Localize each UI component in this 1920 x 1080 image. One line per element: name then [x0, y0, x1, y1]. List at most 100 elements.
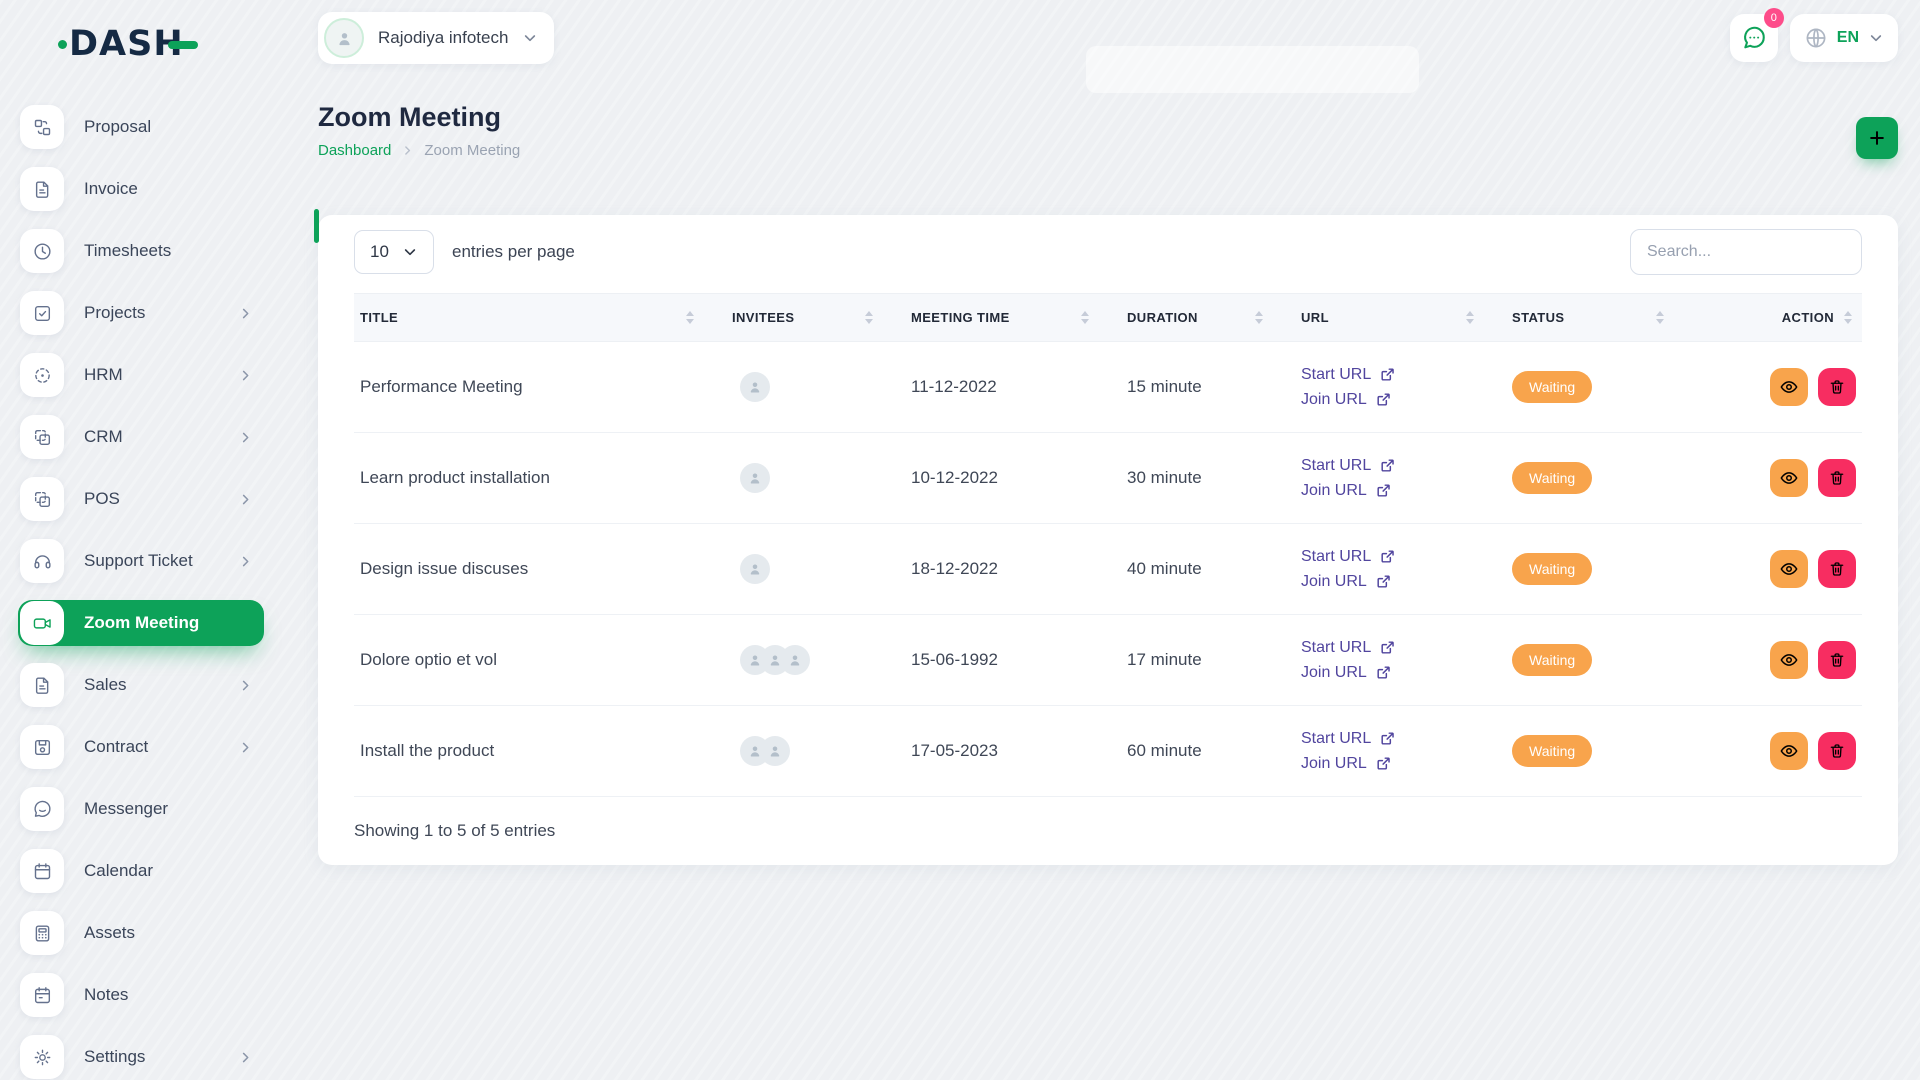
- invitees-cell: [726, 523, 905, 615]
- chevron-down-icon: [402, 244, 418, 260]
- breadcrumb-dashboard-link[interactable]: Dashboard: [318, 142, 392, 159]
- headphones-icon: [20, 539, 64, 583]
- title-cell: Install the product: [354, 705, 726, 797]
- sidebar-item-hrm[interactable]: HRM: [18, 352, 264, 398]
- column-header-label: INVITEES: [732, 310, 795, 325]
- sidebar-item-pos[interactable]: POS: [18, 476, 264, 522]
- delete-button[interactable]: [1818, 368, 1856, 406]
- start-url-link[interactable]: Start URL: [1301, 639, 1500, 657]
- delete-button[interactable]: [1818, 550, 1856, 588]
- sidebar-item-notes[interactable]: Notes: [18, 972, 264, 1018]
- start-url-link[interactable]: Start URL: [1301, 366, 1500, 384]
- duration-cell: 17 minute: [1121, 614, 1295, 706]
- start-url-link[interactable]: Start URL: [1301, 457, 1500, 475]
- sidebar-item-proposal[interactable]: Proposal: [18, 104, 264, 150]
- external-link-icon: [1379, 457, 1396, 474]
- column-header-label: MEETING TIME: [911, 310, 1010, 325]
- join-url-link[interactable]: Join URL: [1301, 573, 1500, 591]
- sidebar-item-support-ticket[interactable]: Support Ticket: [18, 538, 264, 584]
- sidebar-item-messenger[interactable]: Messenger: [18, 786, 264, 832]
- column-header-title[interactable]: TITLE: [354, 293, 726, 342]
- delete-button[interactable]: [1818, 641, 1856, 679]
- sidebar-item-zoom-meeting[interactable]: Zoom Meeting: [18, 600, 264, 646]
- entries-per-page-select[interactable]: 10: [354, 230, 434, 274]
- chevron-right-icon: [238, 554, 253, 569]
- sidebar-item-assets[interactable]: Assets: [18, 910, 264, 956]
- sidebar-item-invoice[interactable]: Invoice: [18, 166, 264, 212]
- add-meeting-button[interactable]: [1856, 117, 1898, 159]
- notes-icon: [20, 973, 64, 1017]
- sidebar-item-settings[interactable]: Settings: [18, 1034, 264, 1080]
- meeting-time-cell: 18-12-2022: [905, 523, 1121, 615]
- video-icon: [20, 601, 64, 645]
- avatar-group: [732, 554, 899, 584]
- chevron-right-icon: [238, 492, 253, 507]
- view-button[interactable]: [1770, 459, 1808, 497]
- sidebar-item-label: Settings: [84, 1047, 146, 1066]
- join-url-link[interactable]: Join URL: [1301, 482, 1500, 500]
- eye-icon: [1779, 741, 1799, 761]
- column-header-url[interactable]: URL: [1295, 293, 1506, 342]
- status-badge: Waiting: [1512, 644, 1593, 676]
- column-header-status[interactable]: STATUS: [1506, 293, 1696, 342]
- url-cell: Start URL Join URL: [1295, 705, 1506, 797]
- delete-button[interactable]: [1818, 732, 1856, 770]
- eye-icon: [1779, 377, 1799, 397]
- invitee-avatar: [740, 463, 770, 493]
- delete-button[interactable]: [1818, 459, 1856, 497]
- invitees-cell: [726, 432, 905, 524]
- title-cell: Learn product installation: [354, 432, 726, 524]
- sidebar-item-sales[interactable]: Sales: [18, 662, 264, 708]
- sidebar-item-calendar[interactable]: Calendar: [18, 848, 264, 894]
- meetings-table: TITLE INVITEES MEETING TIME DURATION URL STAT…: [354, 293, 1862, 797]
- url-cell: Start URL Join URL: [1295, 614, 1506, 706]
- view-button[interactable]: [1770, 368, 1808, 406]
- action-cell: [1696, 523, 1862, 615]
- invitees-cell: [726, 705, 905, 797]
- sidebar-item-label: Zoom Meeting: [84, 613, 200, 632]
- start-url-link[interactable]: Start URL: [1301, 548, 1500, 566]
- proposal-icon: [20, 105, 64, 149]
- sidebar-item-crm[interactable]: CRM: [18, 414, 264, 460]
- sidebar-item-timesheets[interactable]: Timesheets: [18, 228, 264, 274]
- main-content: Rajodiya infotech 0 EN Zoom Meeting Dash…: [280, 0, 1920, 865]
- sidebar-item-label: POS: [84, 489, 120, 508]
- sidebar-item-label: Sales: [84, 675, 127, 694]
- language-selector[interactable]: EN: [1789, 14, 1898, 62]
- topbar-right: 0 EN: [1729, 8, 1898, 62]
- avatar-group: [732, 736, 899, 766]
- meetings-card: 10 entries per page TITLE INVITEES MEETING…: [314, 209, 1898, 865]
- search-input[interactable]: [1630, 229, 1862, 275]
- sidebar-item-label: HRM: [84, 365, 123, 384]
- trash-icon: [1828, 742, 1846, 760]
- sidebar-item-label: Timesheets: [84, 241, 172, 260]
- join-url-link[interactable]: Join URL: [1301, 664, 1500, 682]
- gear-icon: [20, 1035, 64, 1079]
- box-icon: [20, 477, 64, 521]
- column-header-duration[interactable]: DURATION: [1121, 293, 1295, 342]
- column-header-meeting-time[interactable]: MEETING TIME: [905, 293, 1121, 342]
- join-url-link[interactable]: Join URL: [1301, 391, 1500, 409]
- view-button[interactable]: [1770, 732, 1808, 770]
- chat-bubble-icon: [20, 787, 64, 831]
- sidebar-item-contract[interactable]: Contract: [18, 724, 264, 770]
- column-header-action[interactable]: ACTION: [1696, 293, 1862, 342]
- company-name: Rajodiya infotech: [378, 28, 509, 47]
- status-badge: Waiting: [1512, 735, 1593, 767]
- company-selector[interactable]: Rajodiya infotech: [318, 12, 555, 64]
- invitees-cell: [726, 341, 905, 433]
- join-url-link[interactable]: Join URL: [1301, 755, 1500, 773]
- sort-arrows-icon: [1656, 311, 1664, 324]
- start-url-link[interactable]: Start URL: [1301, 730, 1500, 748]
- sort-arrows-icon: [1255, 311, 1263, 324]
- column-header-invitees[interactable]: INVITEES: [726, 293, 905, 342]
- sidebar-item-projects[interactable]: Projects: [18, 290, 264, 336]
- view-button[interactable]: [1770, 550, 1808, 588]
- messages-button[interactable]: 0: [1729, 8, 1784, 62]
- title-cell: Performance Meeting: [354, 341, 726, 433]
- view-button[interactable]: [1770, 641, 1808, 679]
- page-title: Zoom Meeting: [318, 102, 501, 132]
- chevron-right-icon: [238, 678, 253, 693]
- title-cell: Dolore optio et vol: [354, 614, 726, 706]
- avatar-group: [732, 463, 899, 493]
